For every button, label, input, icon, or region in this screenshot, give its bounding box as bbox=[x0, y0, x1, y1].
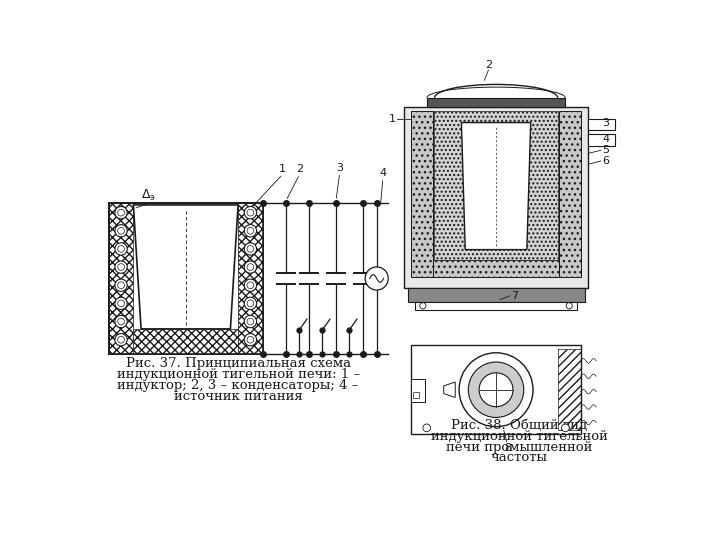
Circle shape bbox=[247, 246, 254, 252]
Circle shape bbox=[247, 227, 254, 234]
Circle shape bbox=[115, 297, 127, 309]
Bar bbox=[559, 111, 581, 276]
Circle shape bbox=[117, 336, 125, 343]
Circle shape bbox=[115, 279, 127, 292]
Bar bbox=[411, 111, 433, 276]
Circle shape bbox=[244, 243, 256, 255]
Circle shape bbox=[247, 264, 254, 271]
Bar bbox=[588, 134, 616, 146]
Circle shape bbox=[244, 261, 256, 273]
Bar bbox=[588, 119, 616, 130]
Circle shape bbox=[115, 315, 127, 328]
Circle shape bbox=[247, 300, 254, 307]
Circle shape bbox=[244, 334, 256, 346]
Text: печи промышленной: печи промышленной bbox=[446, 441, 593, 454]
Circle shape bbox=[459, 353, 533, 427]
Text: индукционной тигельной: индукционной тигельной bbox=[431, 430, 608, 443]
Text: 1: 1 bbox=[389, 114, 396, 124]
Text: 3: 3 bbox=[603, 118, 609, 127]
Circle shape bbox=[562, 424, 570, 431]
Circle shape bbox=[244, 225, 256, 237]
Circle shape bbox=[117, 300, 125, 307]
Circle shape bbox=[115, 261, 127, 273]
Circle shape bbox=[247, 282, 254, 288]
Text: 4: 4 bbox=[379, 168, 387, 178]
Text: 5: 5 bbox=[603, 145, 609, 156]
Bar bbox=[558, 349, 581, 430]
Bar bbox=[238, 204, 263, 354]
Bar bbox=[411, 379, 426, 402]
Text: 7: 7 bbox=[511, 291, 518, 301]
Circle shape bbox=[115, 334, 127, 346]
Bar bbox=[133, 329, 238, 354]
Text: 2: 2 bbox=[296, 164, 303, 174]
Text: 8: 8 bbox=[504, 443, 511, 453]
Text: 1: 1 bbox=[279, 164, 287, 174]
Bar bbox=[413, 392, 419, 398]
Circle shape bbox=[365, 267, 388, 290]
Circle shape bbox=[247, 210, 254, 216]
Circle shape bbox=[566, 303, 572, 309]
Polygon shape bbox=[444, 382, 455, 397]
Bar bbox=[109, 204, 133, 354]
Text: $\Delta_{\mathregular{э}}$: $\Delta_{\mathregular{э}}$ bbox=[141, 188, 156, 204]
Text: индукционной тигельной печи: 1 –: индукционной тигельной печи: 1 – bbox=[117, 368, 360, 381]
Polygon shape bbox=[133, 205, 238, 329]
Circle shape bbox=[115, 225, 127, 237]
Text: индуктор; 2, 3 – конденсаторы; 4 –: индуктор; 2, 3 – конденсаторы; 4 – bbox=[117, 379, 359, 392]
Circle shape bbox=[117, 282, 125, 288]
Circle shape bbox=[117, 210, 125, 216]
Polygon shape bbox=[462, 123, 531, 249]
Text: 2: 2 bbox=[485, 60, 492, 70]
Circle shape bbox=[244, 297, 256, 309]
Circle shape bbox=[468, 362, 523, 417]
Text: источник питания: источник питания bbox=[174, 390, 302, 403]
Text: 6: 6 bbox=[603, 156, 609, 166]
Circle shape bbox=[117, 227, 125, 234]
Circle shape bbox=[247, 336, 254, 343]
Circle shape bbox=[115, 206, 127, 219]
Text: Рис. 38. Общий вид: Рис. 38. Общий вид bbox=[451, 419, 588, 432]
Circle shape bbox=[117, 264, 125, 271]
Circle shape bbox=[244, 206, 256, 219]
Circle shape bbox=[244, 279, 256, 292]
Bar bbox=[427, 98, 565, 107]
Circle shape bbox=[479, 373, 513, 407]
Bar bbox=[411, 346, 581, 434]
Circle shape bbox=[115, 243, 127, 255]
Circle shape bbox=[117, 246, 125, 252]
Circle shape bbox=[420, 303, 426, 309]
Text: 3: 3 bbox=[336, 163, 343, 173]
Circle shape bbox=[247, 318, 254, 325]
Bar bbox=[434, 111, 558, 260]
Text: 4: 4 bbox=[603, 134, 609, 145]
Text: Рис. 37. Принципиальная схема: Рис. 37. Принципиальная схема bbox=[125, 357, 351, 370]
Text: частоты: частоты bbox=[490, 451, 548, 464]
Circle shape bbox=[117, 318, 125, 325]
Circle shape bbox=[423, 424, 431, 431]
Circle shape bbox=[244, 315, 256, 328]
Bar bbox=[415, 302, 577, 309]
Bar bbox=[404, 107, 588, 288]
Bar bbox=[408, 288, 585, 302]
Bar bbox=[433, 260, 559, 276]
Bar bbox=[109, 204, 263, 354]
